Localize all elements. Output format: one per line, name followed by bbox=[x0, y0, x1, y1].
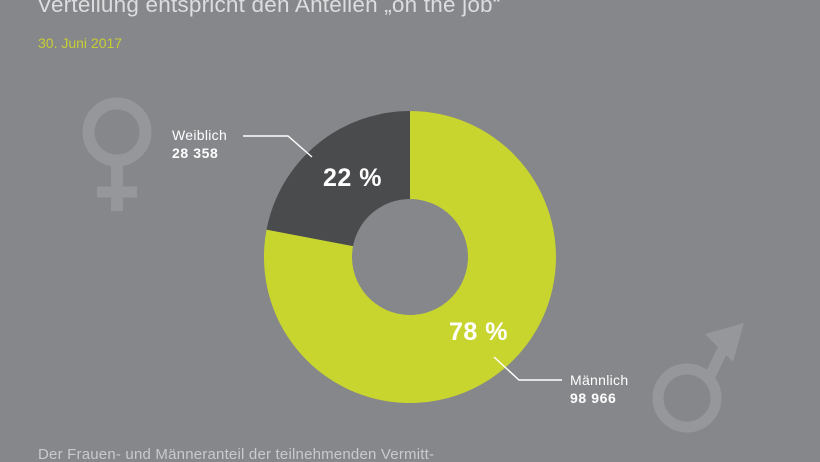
callout-maennlich: Männlich 98 966 bbox=[570, 371, 628, 407]
percent-label-weiblich: 22 % bbox=[323, 164, 382, 192]
donut-chart bbox=[264, 111, 556, 403]
callout-maennlich-label: Männlich bbox=[570, 372, 629, 388]
page-title: Verteilung entspricht den Anteilen „on t… bbox=[37, 0, 501, 17]
male-gender-icon bbox=[652, 323, 744, 433]
donut-segment-weiblich bbox=[266, 111, 410, 247]
female-gender-icon bbox=[82, 97, 152, 211]
date-label: 30. Juni 2017 bbox=[38, 35, 123, 51]
footer-text: Der Frauen- und Männeranteil der teilneh… bbox=[38, 446, 435, 462]
callout-weiblich: Weiblich 28 358 bbox=[172, 126, 227, 162]
callout-maennlich-value: 98 966 bbox=[570, 390, 617, 406]
callout-weiblich-label: Weiblich bbox=[172, 127, 228, 143]
percent-label-maennlich: 78 % bbox=[449, 318, 508, 346]
donut-segment-maennlich bbox=[264, 111, 556, 403]
callout-weiblich-value: 28 358 bbox=[172, 145, 219, 161]
